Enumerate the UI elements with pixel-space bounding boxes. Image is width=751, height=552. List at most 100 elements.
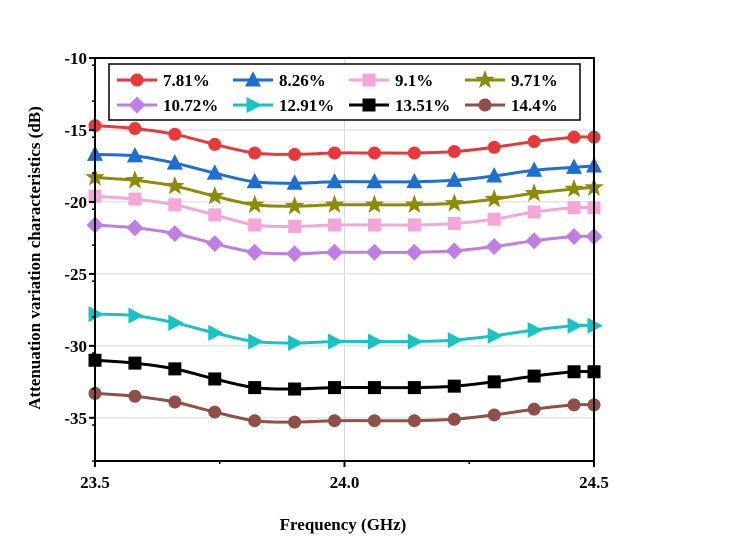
data-point-marker bbox=[128, 389, 142, 403]
data-point-marker bbox=[564, 178, 584, 198]
data-point-marker bbox=[288, 219, 302, 233]
series-12.91% bbox=[88, 306, 603, 352]
data-point-marker bbox=[128, 356, 142, 370]
data-point-marker bbox=[168, 127, 182, 141]
data-point-marker bbox=[128, 96, 146, 114]
series-9.71% bbox=[85, 167, 604, 215]
data-point-marker bbox=[288, 147, 302, 161]
y-tick-label: -20 bbox=[64, 193, 87, 212]
data-point-marker bbox=[487, 375, 501, 389]
legend-label: 8.26% bbox=[279, 71, 326, 90]
legend-item: 12.91% bbox=[233, 96, 334, 115]
data-point-marker bbox=[407, 414, 421, 428]
data-point-marker bbox=[288, 334, 304, 352]
data-point-marker bbox=[166, 154, 183, 170]
data-point-marker bbox=[166, 225, 184, 243]
legend-box bbox=[108, 63, 581, 121]
data-point-marker bbox=[405, 243, 423, 261]
data-point-marker bbox=[365, 243, 383, 261]
data-point-marker bbox=[367, 381, 381, 395]
data-point-marker bbox=[527, 134, 541, 148]
data-point-marker bbox=[367, 218, 381, 232]
y-tick-label: -10 bbox=[64, 49, 87, 68]
data-point-marker bbox=[165, 175, 185, 195]
data-point-marker bbox=[485, 238, 503, 256]
legend-item: 7.81% bbox=[117, 71, 210, 90]
data-point-marker bbox=[326, 243, 344, 261]
data-point-marker bbox=[248, 218, 262, 232]
data-point-marker bbox=[288, 415, 302, 429]
data-point-marker bbox=[126, 219, 144, 237]
y-axis-title: Attenuation variation characteristics (d… bbox=[25, 106, 44, 410]
y-tick-label: -35 bbox=[64, 409, 87, 428]
x-tick-label: 24.5 bbox=[579, 473, 609, 492]
data-point-marker bbox=[248, 333, 264, 350]
data-point-marker bbox=[367, 146, 381, 160]
data-point-marker bbox=[524, 183, 544, 202]
data-point-marker bbox=[128, 192, 142, 206]
data-point-marker bbox=[248, 381, 262, 395]
data-point-marker bbox=[525, 232, 543, 250]
x-axis-title: Frequency (GHz) bbox=[280, 515, 407, 534]
legend-label: 9.71% bbox=[511, 71, 558, 90]
x-tick-label: 23.5 bbox=[80, 473, 110, 492]
data-point-marker bbox=[248, 414, 262, 428]
data-point-marker bbox=[246, 172, 263, 189]
data-point-marker bbox=[328, 146, 342, 160]
data-point-marker bbox=[527, 322, 544, 339]
data-point-marker bbox=[366, 172, 383, 189]
data-point-marker bbox=[527, 369, 541, 383]
data-point-marker bbox=[208, 372, 222, 386]
data-point-marker bbox=[367, 333, 384, 350]
data-point-marker bbox=[328, 381, 342, 395]
data-point-marker bbox=[205, 186, 225, 205]
data-point-marker bbox=[128, 307, 144, 324]
data-point-marker bbox=[404, 194, 424, 213]
data-point-marker bbox=[126, 146, 143, 163]
data-point-marker bbox=[565, 227, 583, 245]
series-9.1% bbox=[88, 189, 601, 233]
data-point-marker bbox=[567, 398, 581, 412]
data-point-marker bbox=[284, 196, 305, 215]
data-point-marker bbox=[362, 73, 376, 87]
data-point-marker bbox=[567, 201, 581, 215]
data-point-marker bbox=[246, 243, 264, 261]
data-point-marker bbox=[328, 218, 342, 232]
data-point-marker bbox=[208, 208, 222, 222]
legend: 7.81% 8.26% 9.1% 9.71% 10.72% 12.91% 13.51% 14.… bbox=[108, 63, 581, 121]
legend-label: 12.91% bbox=[279, 96, 334, 115]
data-point-marker bbox=[168, 314, 184, 331]
data-point-marker bbox=[128, 122, 142, 136]
data-point-marker bbox=[288, 382, 302, 396]
data-point-marker bbox=[484, 188, 504, 208]
y-tick-label: -25 bbox=[64, 265, 87, 284]
data-point-marker bbox=[446, 171, 463, 187]
legend-item: 9.71% bbox=[465, 69, 558, 90]
data-point-marker bbox=[324, 194, 345, 213]
data-point-marker bbox=[407, 381, 421, 395]
legend-item: 14.4% bbox=[465, 96, 558, 115]
data-point-marker bbox=[326, 172, 343, 189]
data-point-marker bbox=[447, 145, 461, 159]
data-point-marker bbox=[487, 408, 501, 422]
data-point-marker bbox=[286, 174, 303, 190]
legend-item: 9.1% bbox=[349, 71, 433, 90]
data-point-marker bbox=[130, 73, 144, 87]
data-point-marker bbox=[206, 164, 223, 180]
data-point-marker bbox=[486, 167, 503, 183]
data-point-marker bbox=[246, 96, 262, 114]
data-point-marker bbox=[447, 217, 461, 231]
data-point-marker bbox=[447, 379, 461, 393]
data-point-marker bbox=[566, 158, 583, 174]
data-point-marker bbox=[487, 140, 501, 154]
data-point-marker bbox=[248, 146, 262, 160]
data-point-marker bbox=[447, 412, 461, 426]
data-point-marker bbox=[447, 332, 464, 349]
data-point-marker bbox=[567, 130, 581, 144]
series-14.4% bbox=[88, 386, 601, 429]
legend-item: 8.26% bbox=[233, 71, 326, 90]
data-point-marker bbox=[487, 327, 504, 344]
data-point-marker bbox=[286, 245, 304, 263]
data-point-marker bbox=[444, 193, 465, 212]
